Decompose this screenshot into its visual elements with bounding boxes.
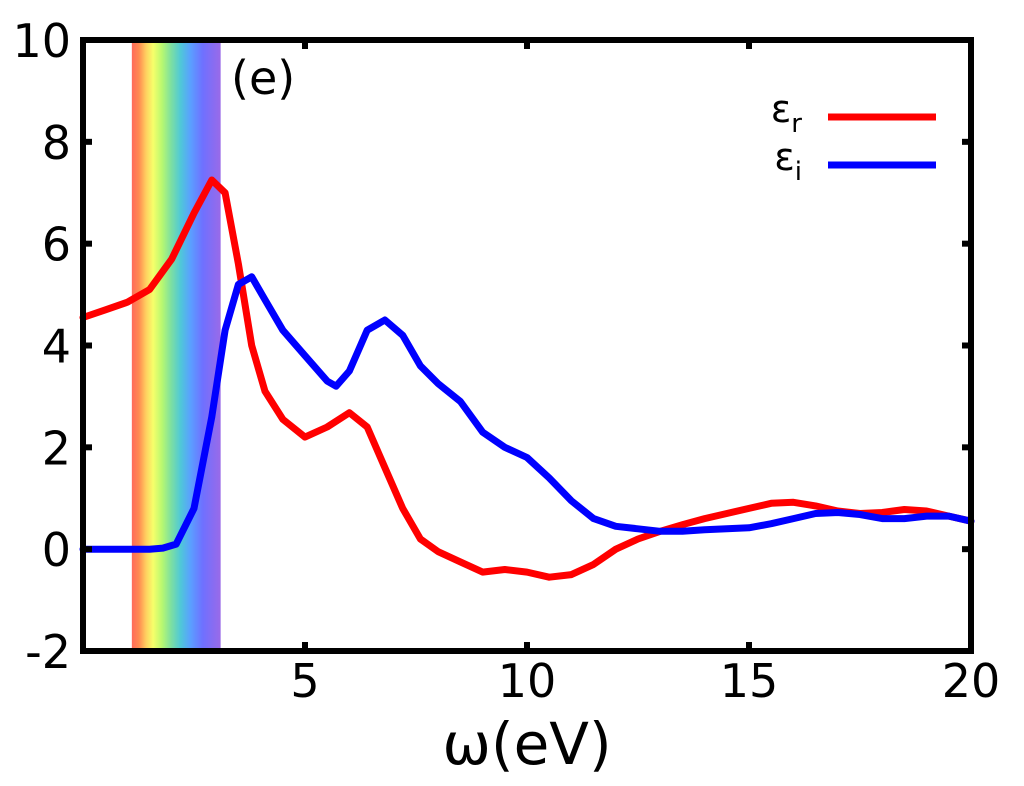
visible-spectrum-band <box>131 40 221 651</box>
legend-label-i: εi <box>774 135 802 187</box>
y-tick-label: 4 <box>42 320 71 374</box>
x-tick-labels: 5 10 15 20 <box>290 654 1000 708</box>
series-line-i <box>79 273 975 553</box>
y-tick-label: 8 <box>42 116 71 170</box>
x-tick-label: 20 <box>942 654 1001 708</box>
x-axis-title: ω(eV) <box>442 710 611 778</box>
plot-frame <box>80 37 974 654</box>
x-tick-label: 5 <box>290 654 319 708</box>
y-tick-labels: -2 0 2 4 6 8 10 <box>12 14 71 679</box>
y-tick-label: 6 <box>42 218 71 272</box>
y-tick-label: 0 <box>42 523 71 577</box>
series-line-r <box>79 176 975 581</box>
x-tick-label: 10 <box>498 654 557 708</box>
y-tick-label: 10 <box>12 14 71 68</box>
panel-label: (e) <box>231 51 295 105</box>
series-layer <box>79 176 975 581</box>
legend-label-r: εr <box>771 87 803 139</box>
y-tick-label: -2 <box>25 625 71 679</box>
x-tick-label: 15 <box>720 654 779 708</box>
y-tick-label: 2 <box>42 421 71 475</box>
